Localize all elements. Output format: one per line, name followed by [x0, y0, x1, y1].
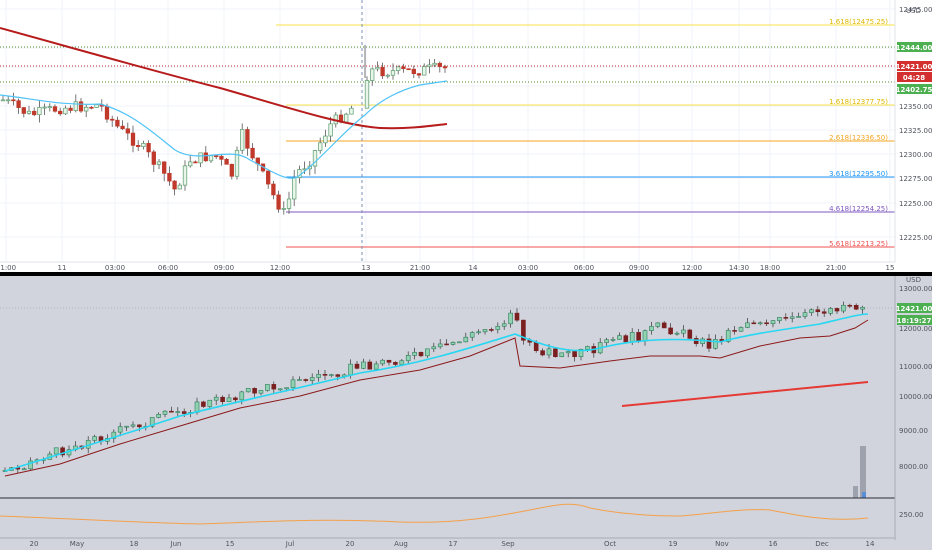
trend-line[interactable] [621, 381, 869, 407]
bottom-time-label: Sep [501, 540, 515, 548]
top-time-label: 21:00 [826, 264, 846, 272]
top-price-tick: 12300.00 [899, 151, 932, 159]
top-time-label: 14:30 [729, 264, 749, 272]
bottom-time-label: 17 [449, 540, 458, 548]
top-currency-label: USD [906, 7, 921, 15]
bottom-price-tick: 12000.00 [899, 325, 932, 333]
bottom-price-tick: 250.00 [899, 511, 924, 519]
price-tag [897, 84, 932, 94]
fib-level-label: 1.618(12377.75) [829, 98, 888, 106]
bottom-price-tick: 10000.00 [899, 393, 932, 401]
price-tag [897, 72, 932, 82]
bottom-time-label: 16 [769, 540, 778, 548]
top-time-label: 21:00 [410, 264, 430, 272]
intraday-chart-canvas[interactable]: 1.618(12475.25) 1.618(12377.75) 2.618(1233… [0, 0, 932, 272]
top-time-label: 13 [362, 264, 371, 272]
fib-level-label: 3.618(12295.50) [829, 170, 888, 178]
bottom-currency-label: USD [906, 276, 921, 284]
top-time-label: 03:00 [518, 264, 538, 272]
moving-average-red [0, 27, 448, 130]
price-tag-label: 18:19:27 [897, 317, 932, 325]
top-price-tick: 12275.00 [899, 175, 932, 183]
daily-chart-pane[interactable]: USD 13000.00 12000.00 11000.00 10000.00 9000… [0, 276, 932, 550]
bottom-price-tick: 9000.00 [899, 427, 928, 435]
price-tag [897, 315, 932, 325]
fib-extension-levels[interactable]: 1.618(12475.25) 1.618(12377.75) 2.618(1233… [0, 18, 895, 248]
top-time-label: 18:00 [760, 264, 780, 272]
daily-candles [2, 301, 865, 474]
top-time-label: 21:00 [0, 264, 16, 272]
intraday-candles [0, 45, 448, 215]
top-time-label: 06:00 [574, 264, 594, 272]
top-time-label: 03:00 [105, 264, 125, 272]
ema-cyan-line [4, 313, 869, 472]
bottom-time-label: Aug [394, 540, 408, 548]
bottom-time-label: 20 [30, 540, 39, 548]
top-price-tick: 12325.00 [899, 127, 932, 135]
bottom-time-label: 20 [346, 540, 355, 548]
pane-divider[interactable] [0, 272, 932, 276]
intraday-chart-pane[interactable]: 1.618(12475.25) 1.618(12377.75) 2.618(1233… [0, 0, 932, 272]
trailing-stop-line [4, 319, 869, 477]
bottom-time-label: 15 [226, 540, 235, 548]
price-tag-label: 12421.00 [896, 305, 932, 313]
top-time-label: 12:00 [682, 264, 702, 272]
fib-level-label: 1.618(12475.25) [829, 18, 888, 26]
top-time-label: 09:00 [214, 264, 234, 272]
bottom-time-label: 18 [130, 540, 139, 548]
top-price-tick: 12250.00 [899, 200, 932, 208]
price-tag-label: 12421.00 [896, 63, 932, 71]
fib-level-label: 2.618(12336.50) [829, 134, 888, 142]
bottom-price-ticks: 13000.00 12000.00 11000.00 10000.00 9000.00 8… [899, 285, 932, 519]
oscillator-line [0, 503, 869, 525]
price-tag [897, 303, 932, 313]
bottom-time-scale[interactable]: 20 May 18 Jun 15 Jul 20 Aug 17 Sep Oct 19 Nov 16 Dec 14 [30, 540, 875, 548]
top-price-tick: 12350.00 [899, 103, 932, 111]
top-time-label: 12:00 [270, 264, 290, 272]
volume-bars [853, 446, 866, 498]
bottom-time-label: 19 [669, 540, 678, 548]
bottom-time-label: Nov [715, 540, 729, 548]
top-time-label: 14 [469, 264, 478, 272]
price-tag-label: 12444.00 [896, 44, 932, 52]
price-tag-label: 12402.75 [896, 86, 932, 94]
top-price-tags: 12444.00 12421.00 04:28 12402.75 [896, 42, 932, 94]
top-time-label: 11 [58, 264, 67, 272]
top-time-label: 15 [886, 264, 895, 272]
price-tag-label: 04:28 [903, 74, 925, 82]
bottom-time-label: Jul [285, 540, 295, 548]
top-time-label: 09:00 [629, 264, 649, 272]
bottom-price-tick: 13000.00 [899, 285, 932, 293]
fib-level-label: 5.618(12213.25) [829, 240, 888, 248]
price-tag [897, 61, 932, 71]
top-time-scale[interactable]: 21:00 11 03:00 06:00 09:00 12:00 13 21:00 14 03:0… [0, 264, 894, 272]
top-time-label: 06:00 [158, 264, 178, 272]
daily-chart-canvas[interactable]: USD 13000.00 12000.00 11000.00 10000.00 9000… [0, 276, 932, 550]
bottom-time-label: Jun [170, 540, 182, 548]
bottom-price-tags: 12421.00 18:19:27 [896, 303, 932, 325]
fib-level-label: 4.618(12254.25) [829, 205, 888, 213]
top-price-tick: 12475.00 [899, 6, 932, 14]
bottom-price-tick: 11000.00 [899, 363, 932, 371]
moving-average-blue [0, 80, 448, 179]
top-price-tick: 12225.00 [899, 234, 932, 242]
bottom-time-label: May [70, 540, 84, 548]
bottom-price-tick: 8000.00 [899, 463, 928, 471]
bottom-time-label: Oct [604, 540, 616, 548]
price-tag [897, 42, 932, 52]
top-grid [0, 0, 895, 262]
bottom-time-label: Dec [815, 540, 829, 548]
bottom-time-label: 14 [866, 540, 875, 548]
